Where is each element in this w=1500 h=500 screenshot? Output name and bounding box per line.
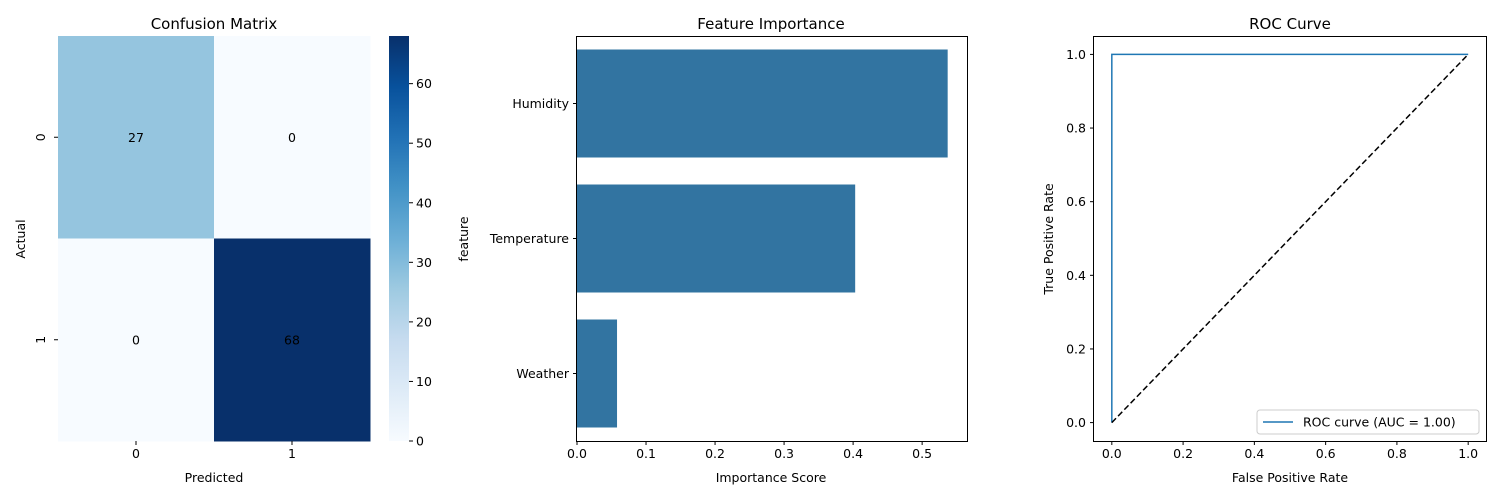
roc-legend-box xyxy=(1256,409,1480,435)
roc-curve-ylabel: True Positive Rate xyxy=(1041,183,1056,296)
heatmap-x-tick-label: 1 xyxy=(288,446,296,461)
bar-x-tick-label: 0.3 xyxy=(774,446,794,461)
heatmap-y-tick-label: 1 xyxy=(33,336,48,344)
heatmap-cell-label: 0 xyxy=(132,332,140,347)
bar-x-tick-label: 0.2 xyxy=(705,446,725,461)
confusion-matrix-cells: 27 0 0 68 xyxy=(58,36,371,442)
roc-y-tick-label: 0.2 xyxy=(1066,341,1086,356)
roc-x-tick-label: 1.0 xyxy=(1458,446,1478,461)
feature-importance-y-ticks: Humidity Temperature Weather xyxy=(489,96,577,381)
confusion-matrix-xlabel: Predicted xyxy=(185,470,244,485)
roc-x-tick-label: 0.8 xyxy=(1387,446,1407,461)
colorbar-tick-label: 20 xyxy=(416,314,432,329)
heatmap-x-tick-label: 0 xyxy=(132,446,140,461)
roc-curve-y-ticks: 0.0 0.2 0.4 0.6 0.8 1.0 xyxy=(1066,47,1094,430)
roc-legend: ROC curve (AUC = 1.00) xyxy=(1256,409,1480,435)
heatmap-cell xyxy=(58,36,215,239)
colorbar xyxy=(389,36,409,441)
confusion-matrix-y-ticks: 01 xyxy=(33,133,58,344)
feature-importance-bars xyxy=(577,49,948,428)
feature-importance-xlabel: Importance Score xyxy=(716,470,827,485)
roc-curve-title: ROC Curve xyxy=(1249,15,1331,33)
roc-y-tick-label: 0.0 xyxy=(1066,415,1086,430)
bar-x-tick-label: 0.0 xyxy=(567,446,587,461)
bar-y-tick-label: Temperature xyxy=(489,231,569,246)
bar-humidity xyxy=(577,49,948,158)
roc-x-tick-label: 0.0 xyxy=(1102,446,1122,461)
bar-x-tick-label: 0.4 xyxy=(843,446,863,461)
feature-importance-ylabel: feature xyxy=(456,216,471,261)
bar-temperature xyxy=(577,184,856,293)
heatmap-cell xyxy=(58,238,215,442)
roc-y-tick-label: 1.0 xyxy=(1066,47,1086,62)
bar-y-tick-label: Weather xyxy=(516,366,569,381)
heatmap-cell-label: 68 xyxy=(284,332,300,347)
roc-y-tick-label: 0.8 xyxy=(1066,121,1086,136)
feature-importance-x-ticks: 0.0 0.1 0.2 0.3 0.4 0.5 xyxy=(567,441,932,461)
heatmap-cell-label: 0 xyxy=(288,130,296,145)
roc-curve-line xyxy=(1111,53,1469,423)
roc-x-tick-label: 0.2 xyxy=(1173,446,1193,461)
confusion-matrix-ylabel: Actual xyxy=(13,219,28,258)
roc-y-tick-label: 0.6 xyxy=(1066,194,1086,209)
roc-curve-frame xyxy=(1093,36,1487,442)
roc-diagonal-line xyxy=(1111,53,1469,424)
heatmap-y-tick-label: 0 xyxy=(33,133,48,141)
roc-y-tick-label: 0.4 xyxy=(1066,268,1086,283)
heatmap-cell xyxy=(214,238,371,442)
roc-curve-x-ticks: 0.0 0.2 0.4 0.6 0.8 1.0 xyxy=(1102,441,1478,461)
colorbar-tick-label: 40 xyxy=(416,195,432,210)
heatmap-cell-label: 27 xyxy=(128,130,144,145)
bar-y-tick-label: Humidity xyxy=(512,96,569,111)
roc-curve-lines xyxy=(1111,53,1469,424)
bar-x-tick-label: 0.5 xyxy=(912,446,932,461)
roc-curve-xlabel: False Positive Rate xyxy=(1232,470,1348,485)
feature-importance-panel: Feature Importance Humidity Temperature We… xyxy=(456,15,968,485)
colorbar-tick-label: 30 xyxy=(416,255,432,270)
roc-x-tick-label: 0.6 xyxy=(1316,446,1336,461)
colorbar-tick-label: 50 xyxy=(416,136,432,151)
colorbar-tick-label: 10 xyxy=(416,374,432,389)
confusion-matrix-title: Confusion Matrix xyxy=(151,15,278,33)
roc-legend-label: ROC curve (AUC = 1.00) xyxy=(1303,415,1456,430)
feature-importance-title: Feature Importance xyxy=(697,15,844,33)
roc-curve-panel: ROC Curve 0.0 0.2 0.4 0.6 0.8 1.0 0.00.20.40.… xyxy=(1041,15,1487,485)
roc-x-tick-label: 0.4 xyxy=(1244,446,1264,461)
colorbar-tick-label: 60 xyxy=(416,76,432,91)
colorbar-ticks: 0 10 20 30 40 50 60 xyxy=(409,76,432,449)
bar-x-tick-label: 0.1 xyxy=(636,446,656,461)
colorbar-tick-label: 0 xyxy=(416,434,424,449)
heatmap-cell xyxy=(214,36,371,239)
bar-weather xyxy=(577,319,618,428)
